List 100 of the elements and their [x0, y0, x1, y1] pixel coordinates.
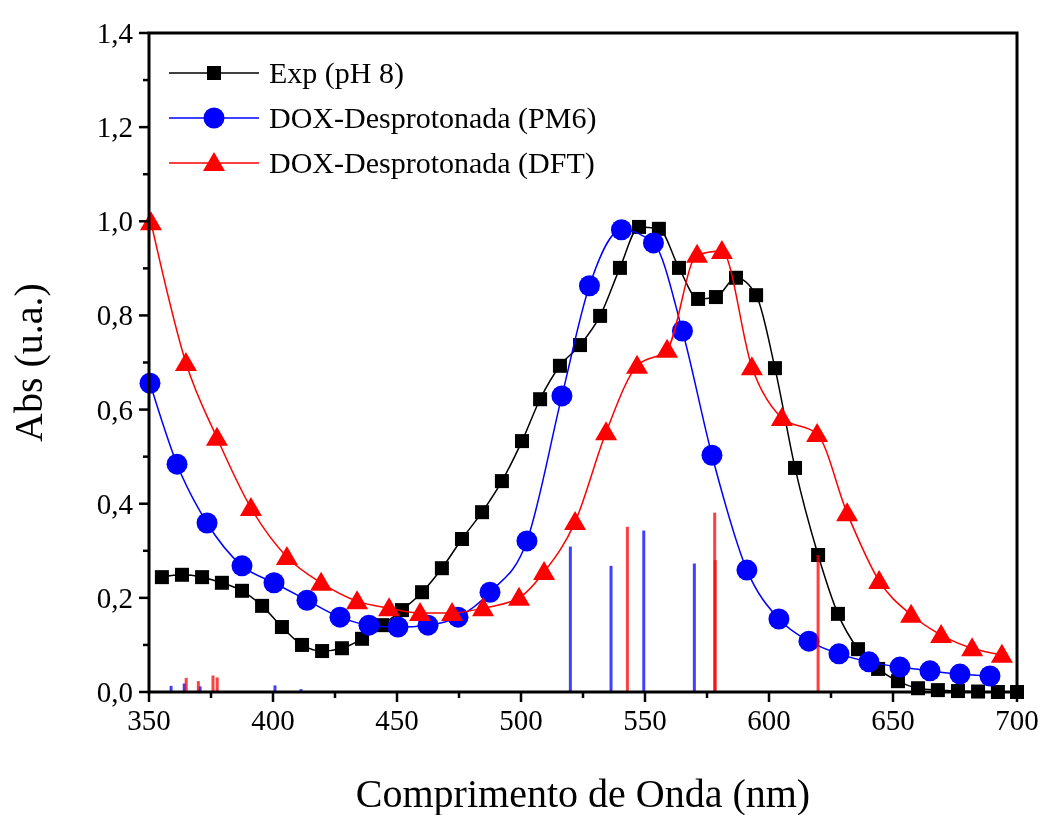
- point: [919, 660, 941, 682]
- bar: [642, 530, 646, 692]
- point: [235, 583, 249, 598]
- point: [263, 572, 285, 594]
- point: [868, 569, 891, 589]
- point: [626, 354, 649, 374]
- point: [656, 338, 679, 358]
- bar: [625, 526, 629, 692]
- point: [296, 589, 318, 611]
- point: [858, 651, 880, 673]
- point: [329, 606, 351, 628]
- x-tick-label: 550: [623, 704, 667, 736]
- point: [387, 616, 409, 638]
- point: [578, 275, 600, 297]
- point: [378, 597, 401, 617]
- point: [508, 586, 531, 606]
- bar: [184, 677, 188, 692]
- y-tick-label: 1,2: [96, 111, 133, 144]
- point: [632, 219, 647, 234]
- bar: [273, 685, 277, 692]
- point: [851, 642, 866, 657]
- x-tick-label: 650: [871, 704, 915, 736]
- point: [612, 260, 627, 275]
- point: [214, 575, 229, 590]
- point: [990, 643, 1013, 663]
- point: [295, 637, 310, 652]
- point: [552, 358, 567, 373]
- point: [740, 356, 763, 376]
- legend-label: DOX-Desprotonada (PM6): [269, 101, 597, 135]
- point: [710, 239, 733, 259]
- point: [494, 474, 509, 489]
- x-tick-label: 600: [747, 704, 791, 736]
- point: [642, 232, 664, 254]
- point: [788, 460, 803, 475]
- point: [205, 426, 228, 446]
- point: [516, 530, 538, 552]
- point: [686, 243, 709, 263]
- point: [828, 643, 850, 665]
- point: [434, 561, 449, 576]
- point: [691, 291, 706, 306]
- point: [610, 219, 632, 241]
- point: [701, 444, 723, 466]
- point: [441, 601, 464, 621]
- point: [166, 453, 188, 475]
- point: [174, 567, 189, 582]
- point: [770, 407, 793, 427]
- y-tick-label: 1,0: [96, 205, 133, 238]
- point: [154, 570, 169, 585]
- point: [889, 656, 911, 678]
- point: [174, 351, 197, 371]
- point: [310, 571, 333, 591]
- point: [334, 641, 349, 656]
- y-tick-label: 1,4: [96, 17, 134, 49]
- legend-label: Exp (pH 8): [269, 56, 404, 90]
- y-tick-label: 0,6: [96, 393, 133, 426]
- y-tick-label: 0,2: [96, 581, 133, 614]
- x-tick-label: 450: [375, 704, 419, 736]
- point: [415, 585, 430, 600]
- bar: [196, 681, 200, 692]
- bar: [211, 675, 215, 692]
- point: [736, 559, 758, 581]
- point: [231, 555, 253, 577]
- legend-label: DOX-Desprotonada (DFT): [269, 146, 595, 180]
- point: [564, 511, 587, 531]
- point: [274, 620, 289, 635]
- point: [475, 505, 490, 520]
- point: [900, 603, 923, 623]
- point: [671, 260, 686, 275]
- point: [768, 608, 790, 630]
- point: [472, 597, 495, 617]
- point: [239, 496, 262, 516]
- point: [806, 423, 829, 443]
- point: [358, 614, 380, 636]
- point: [593, 308, 608, 323]
- y-tick-label: 0,4: [96, 487, 134, 520]
- point: [533, 392, 548, 407]
- point: [196, 512, 218, 534]
- point: [195, 570, 210, 585]
- bar: [816, 555, 820, 692]
- point: [454, 532, 469, 547]
- point: [573, 338, 588, 353]
- point: [949, 663, 971, 685]
- bar: [609, 565, 613, 692]
- x-axis-title: Comprimento de Onda (nm): [355, 771, 811, 815]
- point: [930, 624, 953, 644]
- point: [479, 581, 501, 603]
- point: [275, 545, 298, 565]
- bar: [692, 563, 696, 692]
- y-axis-title: Abs (u.a.): [6, 283, 51, 442]
- point: [514, 434, 529, 449]
- point: [315, 644, 330, 659]
- point: [830, 606, 845, 621]
- point: [671, 320, 693, 342]
- point: [533, 560, 556, 580]
- point: [961, 637, 984, 657]
- x-tick-label: 700: [995, 704, 1039, 736]
- point: [346, 590, 369, 610]
- y-tick-label: 0,8: [96, 299, 133, 332]
- bar: [568, 546, 572, 692]
- point: [798, 630, 820, 652]
